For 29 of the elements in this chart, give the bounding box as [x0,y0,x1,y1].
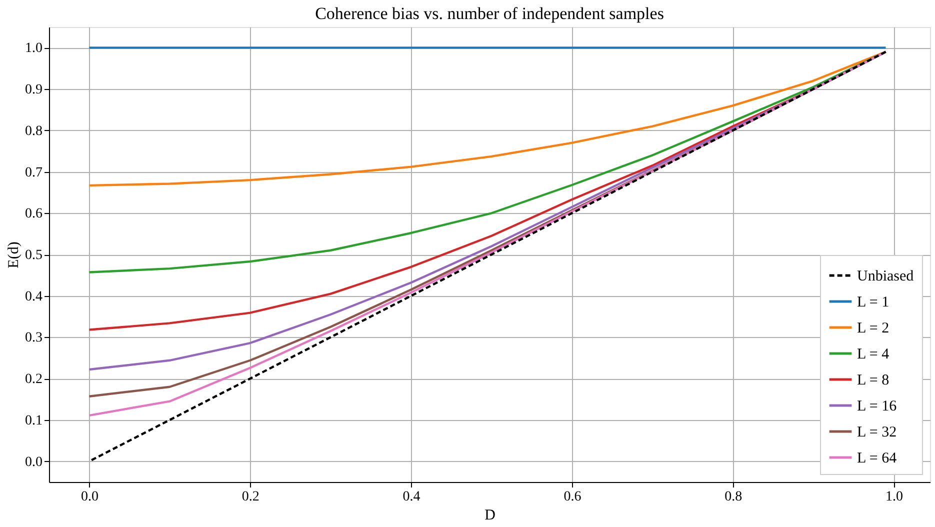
y-tick-label: 1.0 [25,41,42,56]
chart-title: Coherence bias vs. number of independent samples [315,4,664,23]
y-tick-label: 0.2 [25,372,42,388]
y-tick-label: 0.6 [25,206,42,222]
y-tick-label: 0.7 [25,165,42,180]
legend-label: L = 16 [857,398,898,414]
legend-label: L = 8 [857,372,890,388]
legend-label: Unbiased [857,268,914,284]
y-tick-label: 0.9 [25,82,42,98]
y-tick-label: 0.3 [25,330,42,346]
y-tick-label: 0.8 [25,124,42,139]
x-tick-label: 0.0 [80,490,98,504]
x-tick-label: 0.6 [564,490,582,504]
y-tick-label: 0.0 [25,454,42,470]
x-axis-title: D [484,508,496,524]
y-tick-label: 0.4 [25,289,42,304]
legend-label: L = 64 [857,450,898,466]
line-series [88,50,887,187]
x-tick-label: 0.2 [242,490,260,504]
y-tick-label: 0.5 [25,248,42,263]
legend-label: L = 32 [857,424,897,440]
legend-label: L = 1 [857,294,890,310]
legend-label: L = 2 [857,320,890,336]
x-tick-label: 0.4 [402,490,420,504]
legend-label: L = 4 [857,346,890,362]
x-tick-label: 1.0 [886,490,904,504]
x-tick-label: 0.8 [724,490,742,504]
y-tick-label: 0.1 [25,413,42,428]
y-axis-title: E(d) [6,242,22,268]
